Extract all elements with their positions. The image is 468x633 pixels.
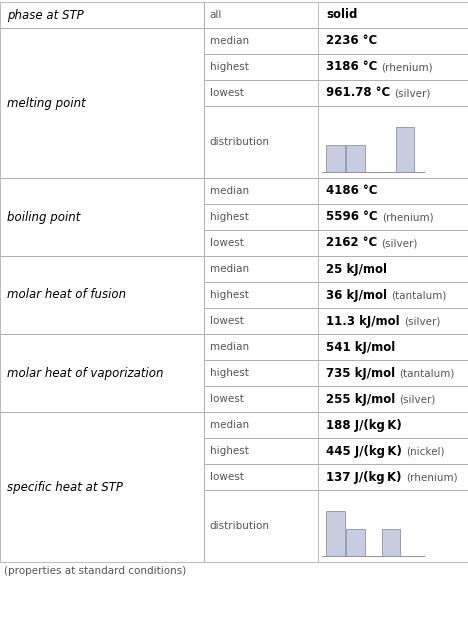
- Text: phase at STP: phase at STP: [7, 8, 84, 22]
- Bar: [396, 127, 414, 172]
- Text: (nickel): (nickel): [406, 446, 445, 456]
- Text: melting point: melting point: [7, 96, 86, 110]
- Bar: [382, 529, 400, 556]
- Text: highest: highest: [210, 368, 249, 378]
- Text: (silver): (silver): [404, 316, 440, 326]
- Text: (silver): (silver): [400, 394, 436, 404]
- Text: 11.3 kJ/mol: 11.3 kJ/mol: [326, 315, 400, 327]
- Text: 735 kJ/mol: 735 kJ/mol: [326, 367, 395, 380]
- Bar: [327, 144, 345, 172]
- Text: boiling point: boiling point: [7, 211, 80, 223]
- Text: 2162 °C: 2162 °C: [326, 237, 378, 249]
- Text: highest: highest: [210, 212, 249, 222]
- Text: solid: solid: [326, 8, 358, 22]
- Text: median: median: [210, 186, 249, 196]
- Text: (tantalum): (tantalum): [399, 368, 455, 378]
- Text: 961.78 °C: 961.78 °C: [326, 87, 390, 99]
- Text: distribution: distribution: [210, 137, 270, 147]
- Text: lowest: lowest: [210, 238, 243, 248]
- Text: 445 J/(kg K): 445 J/(kg K): [326, 444, 402, 458]
- Text: 255 kJ/mol: 255 kJ/mol: [326, 392, 395, 406]
- Text: (properties at standard conditions): (properties at standard conditions): [4, 566, 186, 576]
- Text: highest: highest: [210, 62, 249, 72]
- Text: 137 J/(kg K): 137 J/(kg K): [326, 470, 402, 484]
- Text: 2236 °C: 2236 °C: [326, 35, 378, 47]
- Text: 188 J/(kg K): 188 J/(kg K): [326, 418, 402, 432]
- Text: 4186 °C: 4186 °C: [326, 184, 378, 197]
- Text: median: median: [210, 342, 249, 352]
- Text: 36 kJ/mol: 36 kJ/mol: [326, 289, 387, 301]
- Text: molar heat of fusion: molar heat of fusion: [7, 289, 126, 301]
- Text: highest: highest: [210, 290, 249, 300]
- Text: median: median: [210, 36, 249, 46]
- Text: (silver): (silver): [381, 238, 418, 248]
- Text: 25 kJ/mol: 25 kJ/mol: [326, 263, 387, 275]
- Text: lowest: lowest: [210, 472, 243, 482]
- Text: 5596 °C: 5596 °C: [326, 211, 378, 223]
- Bar: [327, 511, 345, 556]
- Text: highest: highest: [210, 446, 249, 456]
- Text: lowest: lowest: [210, 394, 243, 404]
- Text: (rhenium): (rhenium): [381, 62, 433, 72]
- Text: 3186 °C: 3186 °C: [326, 61, 378, 73]
- Text: median: median: [210, 264, 249, 274]
- Text: lowest: lowest: [210, 316, 243, 326]
- Text: (rhenium): (rhenium): [382, 212, 433, 222]
- Text: all: all: [210, 10, 222, 20]
- Text: 541 kJ/mol: 541 kJ/mol: [326, 341, 395, 353]
- Text: median: median: [210, 420, 249, 430]
- Text: (tantalum): (tantalum): [391, 290, 446, 300]
- Text: distribution: distribution: [210, 521, 270, 531]
- Text: (rhenium): (rhenium): [406, 472, 457, 482]
- Text: (silver): (silver): [395, 88, 431, 98]
- Text: specific heat at STP: specific heat at STP: [7, 480, 123, 494]
- Bar: [346, 144, 365, 172]
- Bar: [346, 529, 365, 556]
- Text: lowest: lowest: [210, 88, 243, 98]
- Text: molar heat of vaporization: molar heat of vaporization: [7, 367, 163, 380]
